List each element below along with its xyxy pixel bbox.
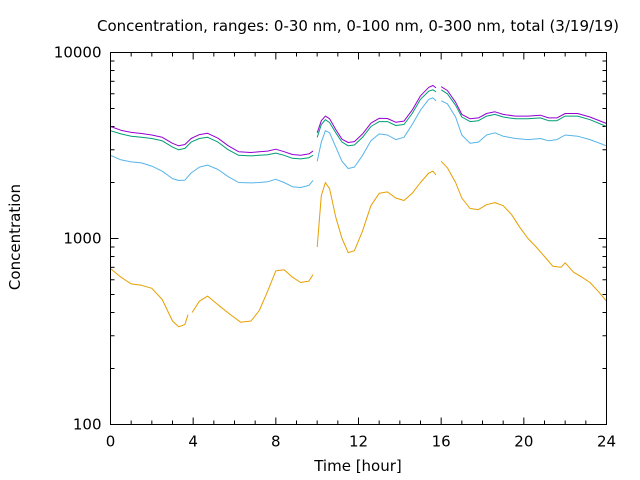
series-1-line-segment	[440, 160, 607, 302]
series-layer	[110, 85, 607, 328]
series-3-line-segment	[316, 89, 437, 147]
y-axis-label: Concentration	[6, 184, 24, 290]
series-1-line-segment	[316, 170, 437, 254]
x-tick-label: 12	[349, 433, 368, 451]
plot-frame	[110, 52, 607, 425]
series-4-line-segment	[110, 126, 314, 156]
x-tick-label: 4	[188, 433, 198, 451]
y-tick-label: 1000	[63, 230, 101, 248]
x-tick-label: 24	[597, 433, 616, 451]
series-1-line-segment	[110, 268, 189, 328]
y-tick-label: 100	[73, 416, 102, 434]
series-2-line-segment	[110, 154, 314, 188]
chart-title: Concentration, ranges: 0-30 nm, 0-100 nm…	[97, 17, 619, 35]
axis-ticks: 0 4 8 12 16 20 24 100 1000 10000	[54, 44, 616, 451]
series-3-line-segment	[110, 130, 314, 160]
x-tick-label: 0	[106, 433, 116, 451]
x-tick-label: 20	[514, 433, 533, 451]
series-1-line-segment	[191, 269, 314, 323]
series-4-line-segment	[440, 86, 607, 124]
x-tick-label: 8	[271, 433, 281, 451]
x-axis-label: Time [hour]	[313, 457, 402, 475]
y-tick-label: 10000	[54, 44, 102, 62]
series-4-line-segment	[316, 85, 437, 143]
series-2-line-segment	[316, 97, 437, 169]
x-tick-label: 16	[432, 433, 451, 451]
series-2-line-segment	[440, 100, 607, 147]
series-3-line-segment	[440, 89, 607, 127]
